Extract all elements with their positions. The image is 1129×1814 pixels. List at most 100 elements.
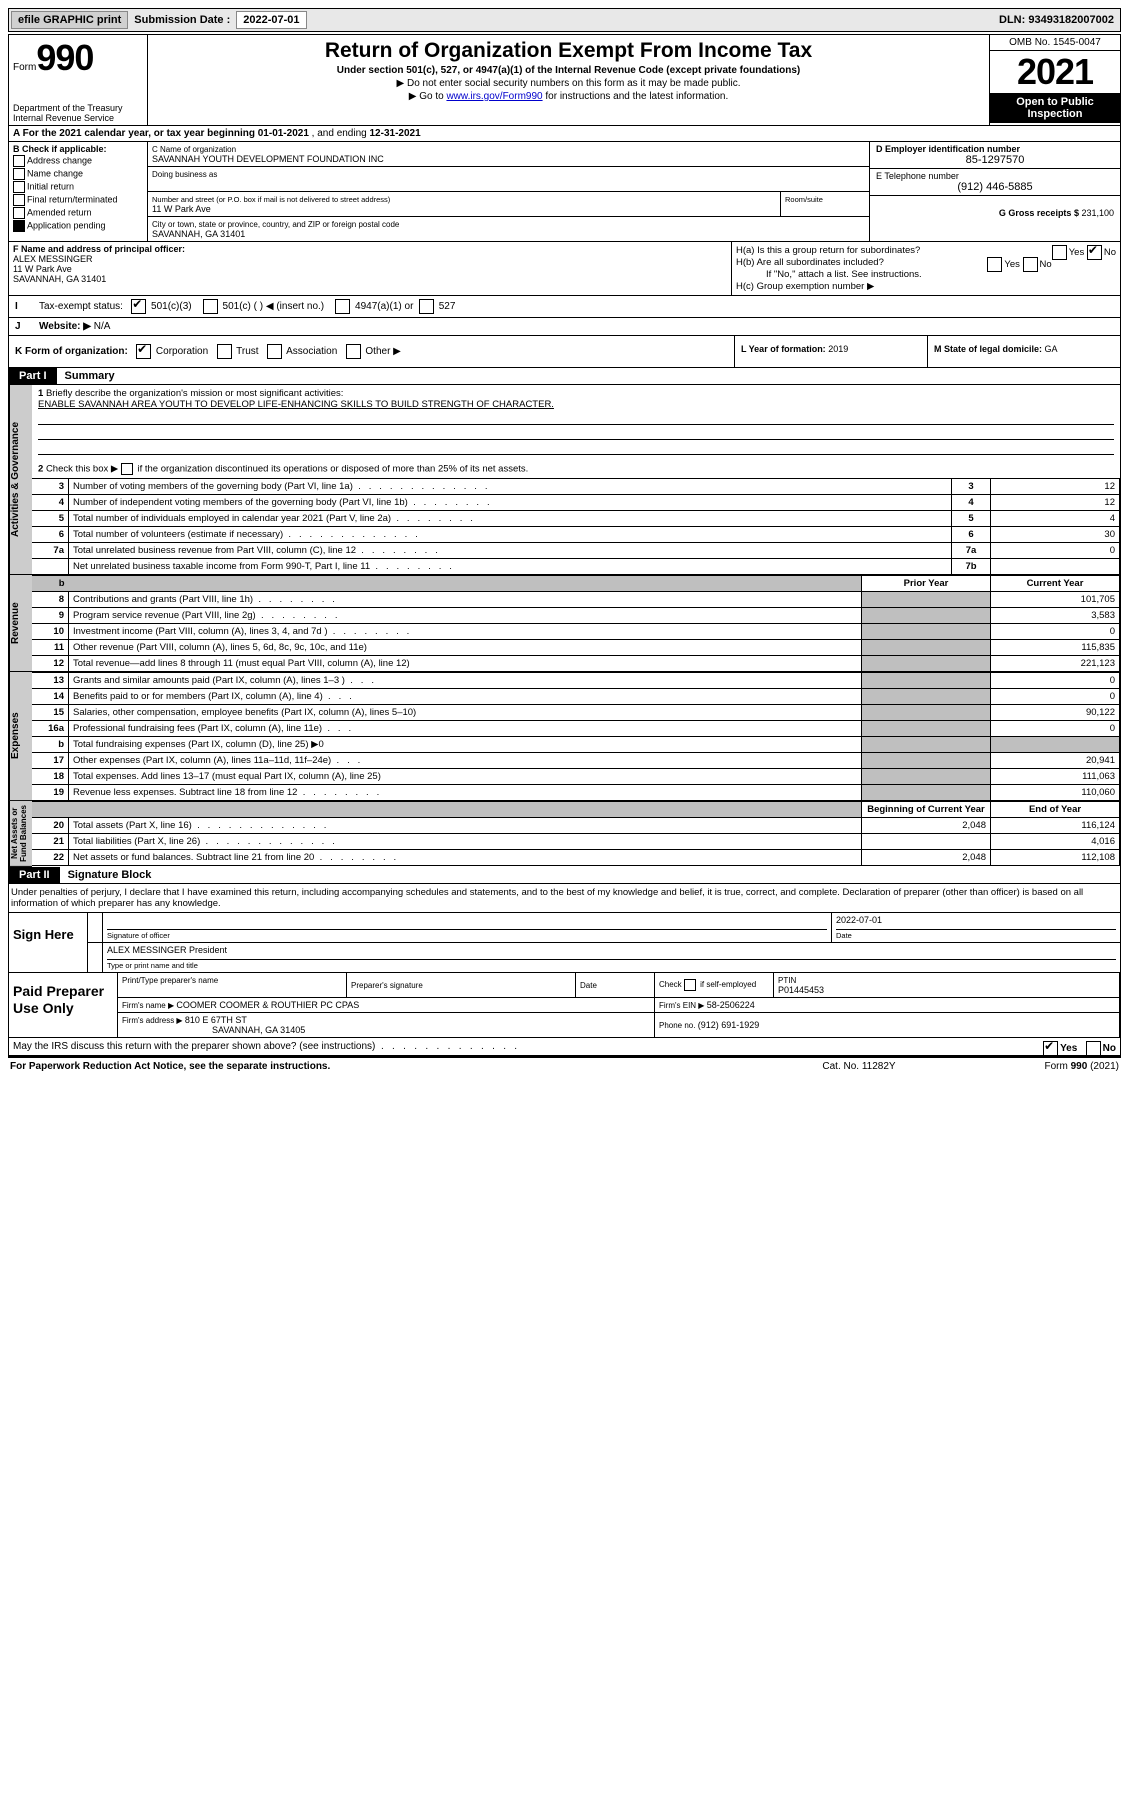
org-name: SAVANNAH YOUTH DEVELOPMENT FOUNDATION IN…: [152, 154, 384, 164]
street-cell: Number and street (or P.O. box if mail i…: [148, 192, 781, 216]
city-cell: City or town, state or province, country…: [148, 217, 869, 241]
dept-label: Department of the Treasury Internal Reve…: [13, 103, 143, 123]
discuss-yes[interactable]: [1043, 1041, 1058, 1056]
form-title-box: Return of Organization Exempt From Incom…: [148, 35, 990, 125]
col-d: D Employer identification number 85-1297…: [870, 142, 1120, 241]
ag-table: 3Number of voting members of the governi…: [32, 478, 1120, 575]
i-501c[interactable]: [203, 299, 218, 314]
form-title: Return of Organization Exempt From Incom…: [154, 39, 983, 63]
i-501c3[interactable]: [131, 299, 146, 314]
block-klm: K Form of organization: Corporation Trus…: [9, 336, 1120, 368]
omb-number: OMB No. 1545-0047: [990, 35, 1120, 51]
hb-no[interactable]: [1023, 257, 1038, 272]
pra-notice: For Paperwork Reduction Act Notice, see …: [10, 1061, 759, 1072]
i-527[interactable]: [419, 299, 434, 314]
h-cell: H(a) Is this a group return for subordin…: [732, 242, 1120, 295]
line-k: K Form of organization: Corporation Trus…: [9, 336, 735, 367]
firm-addr1: 810 E 67TH ST: [185, 1015, 247, 1025]
chk-final-return[interactable]: Final return/terminated: [13, 194, 143, 206]
k-assoc[interactable]: [267, 344, 282, 359]
rev-table: bPrior YearCurrent Year 8Contributions a…: [32, 575, 1120, 672]
form-note-2: ▶ Go to www.irs.gov/Form990 for instruct…: [154, 91, 983, 102]
form-outline: Form990 Department of the Treasury Inter…: [8, 34, 1121, 1058]
table-row: 16aProfessional fundraising fees (Part I…: [32, 721, 1120, 737]
table-row: 12Total revenue—add lines 8 through 11 (…: [32, 656, 1120, 672]
dba-cell: Doing business as: [148, 167, 869, 192]
chk-initial-return[interactable]: Initial return: [13, 181, 143, 193]
chk-app-pending[interactable]: Application pending: [13, 220, 143, 232]
phone: (912) 446-5885: [876, 181, 1114, 193]
firm-phone: (912) 691-1929: [698, 1020, 760, 1030]
irs-link[interactable]: www.irs.gov/Form990: [446, 91, 542, 102]
submission-date: 2022-07-01: [236, 11, 306, 29]
exp-section: Expenses 13Grants and similar amounts pa…: [9, 672, 1120, 801]
part1-bar: Part I Summary: [9, 368, 1120, 385]
line-m: M State of legal domicile: GA: [928, 336, 1120, 367]
sig-date-cell: 2022-07-01 Date: [831, 913, 1120, 942]
discuss-no[interactable]: [1086, 1041, 1101, 1056]
na-table: Beginning of Current YearEnd of Year 20T…: [32, 801, 1120, 866]
table-row: 22Net assets or fund balances. Subtract …: [32, 850, 1120, 866]
k-corp[interactable]: [136, 344, 151, 359]
table-row: 9Program service revenue (Part VIII, lin…: [32, 608, 1120, 624]
preparer-label: Paid Preparer Use Only: [9, 973, 118, 1037]
form-ref: Form 990 (2021): [959, 1061, 1119, 1072]
chk-address-change[interactable]: Address change: [13, 155, 143, 167]
b-label: B Check if applicable:: [13, 144, 107, 154]
exp-table: 13Grants and similar amounts paid (Part …: [32, 672, 1120, 801]
table-row: 18Total expenses. Add lines 13–17 (must …: [32, 769, 1120, 785]
chk-amended[interactable]: Amended return: [13, 207, 143, 219]
table-row: bTotal fundraising expenses (Part IX, co…: [32, 737, 1120, 753]
l2-checkbox[interactable]: [121, 463, 133, 475]
part2-bar: Part II Signature Block: [9, 867, 1120, 884]
hb-yes[interactable]: [987, 257, 1002, 272]
org-name-cell: C Name of organization SAVANNAH YOUTH DE…: [148, 142, 869, 167]
k-other[interactable]: [346, 344, 361, 359]
block-bcd: B Check if applicable: Address change Na…: [9, 142, 1120, 242]
sig-name-cell: ALEX MESSINGER President Type or print n…: [103, 943, 1120, 972]
vtab-ag: Activities & Governance: [9, 385, 32, 575]
mission-text: ENABLE SAVANNAH AREA YOUTH TO DEVELOP LI…: [38, 399, 554, 410]
chk-name-change[interactable]: Name change: [13, 168, 143, 180]
line-j: JWebsite: ▶ N/A: [9, 318, 1120, 336]
table-row: 5Total number of individuals employed in…: [32, 511, 1120, 527]
part2-title: Signature Block: [60, 867, 160, 883]
form-number: 990: [36, 37, 93, 78]
efile-print-button[interactable]: efile GRAPHIC print: [11, 11, 128, 29]
form-number-box: Form990 Department of the Treasury Inter…: [9, 35, 148, 125]
dln-label: DLN: 93493182007002: [999, 14, 1118, 26]
ein-cell: D Employer identification number 85-1297…: [870, 142, 1120, 169]
table-row: 8Contributions and grants (Part VIII, li…: [32, 592, 1120, 608]
table-row: 17Other expenses (Part IX, column (A), l…: [32, 753, 1120, 769]
website: N/A: [94, 321, 111, 332]
firm-ein: 58-2506224: [707, 1000, 755, 1010]
table-row: 4Number of independent voting members of…: [32, 495, 1120, 511]
ha-yes[interactable]: [1052, 245, 1067, 260]
tax-year: 2021: [990, 51, 1120, 93]
table-row: 6Total number of volunteers (estimate if…: [32, 527, 1120, 543]
line-2: 2 Check this box ▶ if the organization d…: [32, 460, 1120, 478]
k-trust[interactable]: [217, 344, 232, 359]
self-employed-checkbox[interactable]: [684, 979, 696, 991]
line-i: ITax-exempt status: 501(c)(3) 501(c) ( )…: [9, 296, 1120, 318]
table-row: 13Grants and similar amounts paid (Part …: [32, 673, 1120, 689]
sign-here-label: Sign Here: [9, 913, 88, 972]
sig-officer-cell[interactable]: Signature of officer: [103, 913, 831, 942]
firm-name: COOMER COOMER & ROUTHIER PC CPAS: [176, 1000, 359, 1010]
form-note-1: ▶ Do not enter social security numbers o…: [154, 78, 983, 89]
street: 11 W Park Ave: [152, 204, 211, 214]
ha-no[interactable]: [1087, 245, 1102, 260]
na-section: Net Assets or Fund Balances Beginning of…: [9, 801, 1120, 867]
top-toolbar: efile GRAPHIC print Submission Date : 20…: [8, 8, 1121, 32]
table-row: 21Total liabilities (Part X, line 26)4,0…: [32, 834, 1120, 850]
rev-section: Revenue bPrior YearCurrent Year 8Contrib…: [9, 575, 1120, 672]
vtab-rev: Revenue: [9, 575, 32, 672]
gross-cell: G Gross receipts $ 231,100: [870, 196, 1120, 220]
i-4947[interactable]: [335, 299, 350, 314]
cat-no: Cat. No. 11282Y: [759, 1061, 959, 1072]
vtab-exp: Expenses: [9, 672, 32, 801]
vtab-na: Net Assets or Fund Balances: [9, 801, 32, 867]
footer-row: For Paperwork Reduction Act Notice, see …: [8, 1058, 1121, 1075]
part1-title: Summary: [57, 368, 123, 384]
preparer-block: Paid Preparer Use Only Print/Type prepar…: [9, 973, 1120, 1038]
